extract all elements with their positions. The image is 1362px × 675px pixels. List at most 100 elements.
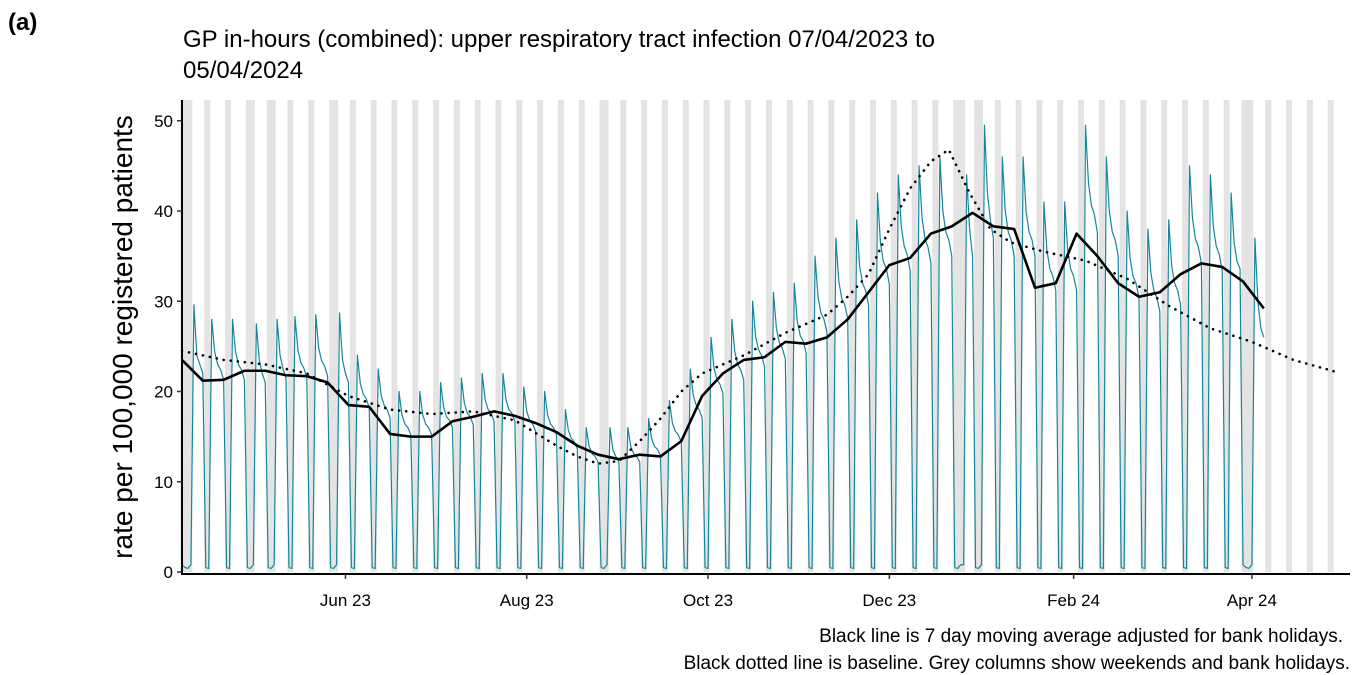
shaded-column: [433, 100, 437, 572]
shaded-column: [1202, 100, 1206, 572]
shaded-column: [477, 100, 481, 572]
shaded-column: [872, 100, 876, 572]
shaded-column: [953, 100, 957, 572]
shaded-column: [977, 100, 980, 572]
shaded-column: [870, 100, 873, 572]
shaded-column: [1078, 100, 1082, 572]
shaded-column: [453, 100, 457, 572]
shaded-column: [537, 100, 541, 572]
shaded-column: [979, 100, 983, 572]
shaded-column: [415, 100, 419, 572]
shaded-column: [935, 100, 939, 572]
shaded-column: [1309, 100, 1313, 572]
x-tick-label: Apr 24: [1227, 591, 1277, 610]
shaded-column: [745, 100, 749, 572]
shaded-column: [599, 100, 603, 572]
shaded-column: [269, 100, 273, 572]
shaded-column: [724, 100, 728, 572]
shaded-column: [332, 100, 336, 572]
shaded-column: [768, 100, 772, 572]
chart-title: 05/04/2024: [183, 57, 303, 84]
shaded-column: [789, 100, 793, 572]
shaded-column: [1268, 100, 1272, 572]
shaded-column: [956, 100, 960, 572]
x-tick-label: Aug 23: [500, 591, 554, 610]
shaded-column: [391, 100, 395, 572]
shaded-column: [620, 100, 624, 572]
shaded-column: [1081, 100, 1085, 572]
shaded-column: [1330, 100, 1334, 572]
shaded-column: [605, 100, 609, 572]
shaded-column: [557, 100, 561, 572]
shaded-column: [1185, 100, 1189, 572]
axes: 0 10 20 30 40 50 Jun 23 Aug 23 Oct 23 Dec 23 Feb 2…: [154, 100, 1350, 610]
shaded-column: [914, 100, 918, 572]
shaded-column: [1101, 100, 1105, 572]
y-tick-label: 10: [154, 473, 173, 492]
shaded-column: [786, 100, 790, 572]
shaded-column: [1161, 100, 1165, 572]
shaded-column: [1060, 100, 1064, 572]
plot-lines: [180, 124, 1337, 569]
shaded-column: [329, 100, 333, 572]
shaded-column: [204, 100, 208, 572]
shaded-column: [1241, 100, 1245, 572]
shaded-column: [849, 100, 853, 572]
shaded-column: [287, 100, 291, 572]
shaded-column: [1015, 100, 1019, 572]
shaded-column: [1098, 100, 1102, 572]
shaded-column: [248, 100, 252, 572]
y-tick-label: 30: [154, 292, 173, 311]
shaded-column: [1039, 100, 1043, 572]
shaded-column: [394, 100, 398, 572]
shaded-column: [766, 100, 769, 572]
shaded-column: [1306, 100, 1310, 572]
shaded-column: [1265, 100, 1269, 572]
shaded-column: [560, 100, 564, 572]
shaded-column: [207, 100, 211, 572]
shaded-column: [373, 100, 377, 572]
shaded-column: [959, 100, 963, 572]
shaded-column: [685, 100, 689, 572]
shaded-column: [1057, 100, 1061, 572]
shaded-column: [1018, 100, 1022, 572]
series-line: [181, 124, 1265, 569]
x-tick-label: Dec 23: [862, 591, 916, 610]
shaded-column: [1164, 100, 1168, 572]
shaded-column: [183, 100, 187, 572]
shaded-column: [266, 100, 270, 572]
shaded-column: [540, 100, 544, 572]
y-tick-label: 40: [154, 202, 173, 221]
shaded-column: [1247, 100, 1251, 572]
shaded-column: [308, 100, 312, 572]
series-line: [181, 211, 1265, 461]
shaded-column: [412, 100, 416, 572]
x-tick-label: Jun 23: [320, 591, 371, 610]
shaded-column: [890, 100, 894, 572]
x-tick-label: Oct 23: [683, 591, 733, 610]
shaded-column: [623, 100, 627, 572]
shaded-column: [1140, 100, 1144, 572]
shaded-column: [682, 100, 686, 572]
shaded-column: [641, 100, 645, 572]
shaded-column: [1289, 100, 1293, 572]
shaded-column: [245, 100, 249, 572]
shaded-column: [748, 100, 752, 572]
shaded-column: [474, 100, 478, 572]
shaded-column: [1327, 100, 1331, 572]
shaded-column: [352, 100, 356, 572]
shaded-column: [1205, 100, 1209, 572]
shaded-column: [516, 100, 520, 572]
shaded-column: [349, 100, 353, 572]
shaded-column: [225, 100, 229, 572]
shaded-column: [706, 100, 710, 572]
shaded-column: [519, 100, 523, 572]
note: Black dotted line is baseline. Grey colu…: [684, 653, 1350, 674]
shaded-column: [1119, 100, 1123, 572]
shaded-column: [1226, 100, 1230, 572]
shaded-column: [932, 100, 936, 572]
shaded-column: [272, 100, 276, 572]
shaded-column: [831, 100, 835, 572]
